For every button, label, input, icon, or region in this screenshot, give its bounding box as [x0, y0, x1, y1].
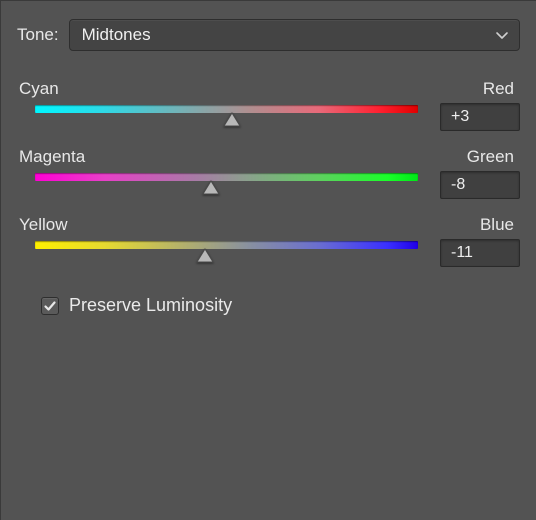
- slider-track[interactable]: [35, 105, 418, 113]
- preserve-label: Preserve Luminosity: [69, 295, 232, 316]
- slider-labels: Magenta Green: [17, 147, 520, 173]
- slider-right-label: Green: [467, 147, 514, 167]
- tone-label: Tone:: [17, 25, 59, 45]
- slider-thumb[interactable]: [195, 248, 215, 264]
- slider-thumb[interactable]: [222, 112, 242, 128]
- tone-dropdown[interactable]: Midtones: [69, 19, 520, 51]
- slider-right-label: Blue: [480, 215, 514, 235]
- slider-track-wrap: [17, 173, 422, 181]
- slider-row: Cyan Red +3: [17, 79, 520, 131]
- slider-left-label: Magenta: [19, 147, 85, 167]
- check-icon: [43, 299, 57, 313]
- color-balance-panel: Tone: Midtones Cyan Red +3 Magenta Green -8 Ye…: [0, 0, 536, 520]
- preserve-checkbox[interactable]: [41, 297, 59, 315]
- slider-thumb[interactable]: [201, 180, 221, 196]
- sliders-container: Cyan Red +3 Magenta Green -8 Yellow Blue -11: [17, 79, 520, 267]
- slider-track-wrap: [17, 105, 422, 113]
- slider-row: Yellow Blue -11: [17, 215, 520, 267]
- slider-value-input[interactable]: -8: [440, 171, 520, 199]
- chevron-down-icon: [495, 30, 509, 40]
- tone-selected: Midtones: [82, 25, 151, 45]
- slider-right-label: Red: [483, 79, 514, 99]
- slider-row: Magenta Green -8: [17, 147, 520, 199]
- slider-area: -8: [17, 173, 520, 199]
- slider-area: +3: [17, 105, 520, 131]
- slider-track-wrap: [17, 241, 422, 249]
- slider-value-input[interactable]: -11: [440, 239, 520, 267]
- slider-track[interactable]: [35, 241, 418, 249]
- slider-left-label: Yellow: [19, 215, 68, 235]
- slider-track[interactable]: [35, 173, 418, 181]
- slider-labels: Cyan Red: [17, 79, 520, 105]
- slider-left-label: Cyan: [19, 79, 59, 99]
- tone-row: Tone: Midtones: [17, 19, 520, 51]
- slider-labels: Yellow Blue: [17, 215, 520, 241]
- preserve-row: Preserve Luminosity: [41, 295, 520, 316]
- slider-value-input[interactable]: +3: [440, 103, 520, 131]
- slider-area: -11: [17, 241, 520, 267]
